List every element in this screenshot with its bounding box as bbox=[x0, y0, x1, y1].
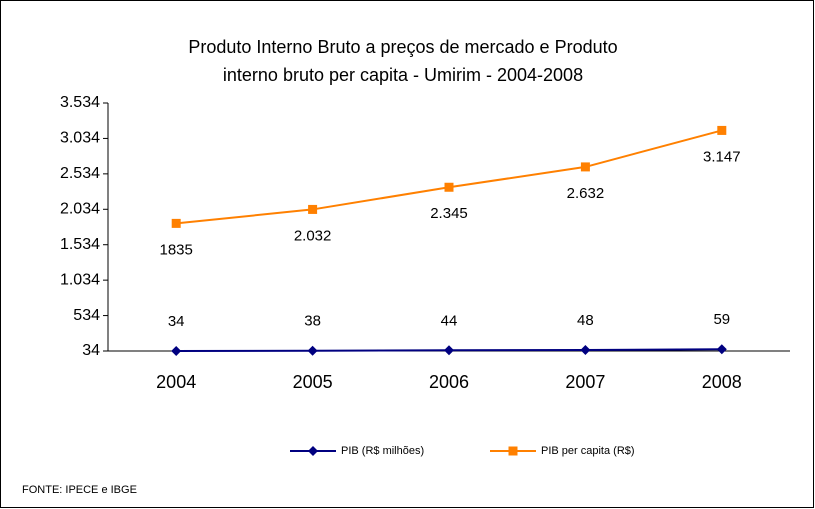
legend-marker bbox=[508, 446, 518, 456]
point bbox=[716, 344, 727, 355]
source: FONTE: IPECE e IBGE bbox=[22, 484, 137, 496]
point bbox=[444, 345, 454, 356]
x-tick-label: 2006 bbox=[429, 372, 469, 392]
data-label: 2.345 bbox=[430, 205, 468, 222]
y-tick-label: 1.034 bbox=[60, 271, 100, 288]
data-label: 48 bbox=[577, 312, 594, 329]
y-tick-label: 1.534 bbox=[60, 236, 100, 253]
data-label: 2.632 bbox=[567, 185, 605, 202]
data-label: 2.032 bbox=[294, 227, 332, 244]
point bbox=[580, 162, 590, 172]
y-tick-label: 2.034 bbox=[60, 201, 100, 218]
y-tick-label: 3.034 bbox=[60, 130, 100, 147]
data-label: 34 bbox=[168, 313, 185, 330]
point bbox=[307, 345, 318, 356]
data-label: 44 bbox=[441, 312, 458, 329]
chart-title: interno bruto per capita - Umirim - 2004… bbox=[223, 65, 583, 85]
data-label: 59 bbox=[713, 311, 730, 328]
data-label: 1835 bbox=[160, 241, 193, 258]
chart-title: Produto Interno Bruto a preços de mercad… bbox=[188, 37, 617, 57]
y-tick-label: 3.534 bbox=[60, 94, 100, 111]
point bbox=[171, 346, 182, 356]
y-tick-label: 34 bbox=[82, 342, 100, 359]
point bbox=[717, 125, 727, 135]
point bbox=[308, 204, 318, 214]
data-label: 3.147 bbox=[703, 148, 741, 165]
legend-marker bbox=[308, 446, 318, 456]
x-tick-label: 2007 bbox=[565, 372, 605, 392]
y-tick-label: 2.534 bbox=[60, 165, 100, 182]
x-tick-label: 2004 bbox=[156, 372, 196, 392]
x-tick-label: 2008 bbox=[702, 372, 742, 392]
point bbox=[580, 345, 591, 356]
point bbox=[171, 218, 181, 228]
legend-label: PIB (R$ milhões) bbox=[341, 445, 424, 457]
y-tick-label: 534 bbox=[73, 307, 100, 324]
data-label: 38 bbox=[304, 313, 321, 330]
x-tick-label: 2005 bbox=[293, 372, 333, 392]
legend-label: PIB per capita (R$) bbox=[541, 445, 635, 457]
point bbox=[444, 182, 454, 192]
